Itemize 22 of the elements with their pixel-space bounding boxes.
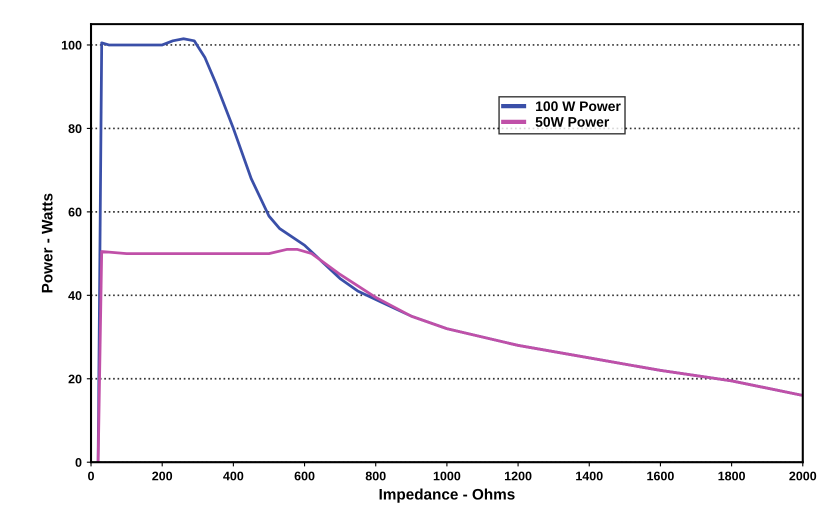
x-tick-label: 1400 [576,472,603,480]
x-tick-label: 0 [88,472,94,480]
y-tick-label: 60 [68,208,82,217]
x-tick-label: 1000 [434,472,460,480]
x-tick-label: 1800 [718,472,745,480]
x-tick-label: 400 [223,472,244,480]
y-axis-title: Power - Watts [42,194,53,292]
legend-label: 50W Power [536,117,610,127]
y-tick-label: 0 [76,458,82,467]
x-tick-label: 1600 [647,472,674,480]
y-tick-label: 40 [68,291,82,300]
x-tick-label: 800 [366,472,386,480]
y-tick-label: 100 [62,40,82,50]
y-tick-label: 20 [68,374,82,384]
x-tick-label: 600 [294,472,314,480]
y-tick-label: 80 [68,124,82,134]
line-series [96,248,803,462]
legend-label: 100 W Power [536,101,621,112]
x-tick-label: 1200 [504,472,532,480]
x-axis-title: Impedance - Ohms [380,488,515,503]
x-tick-label: 200 [152,472,172,480]
x-tick-label: 2000 [789,472,816,480]
